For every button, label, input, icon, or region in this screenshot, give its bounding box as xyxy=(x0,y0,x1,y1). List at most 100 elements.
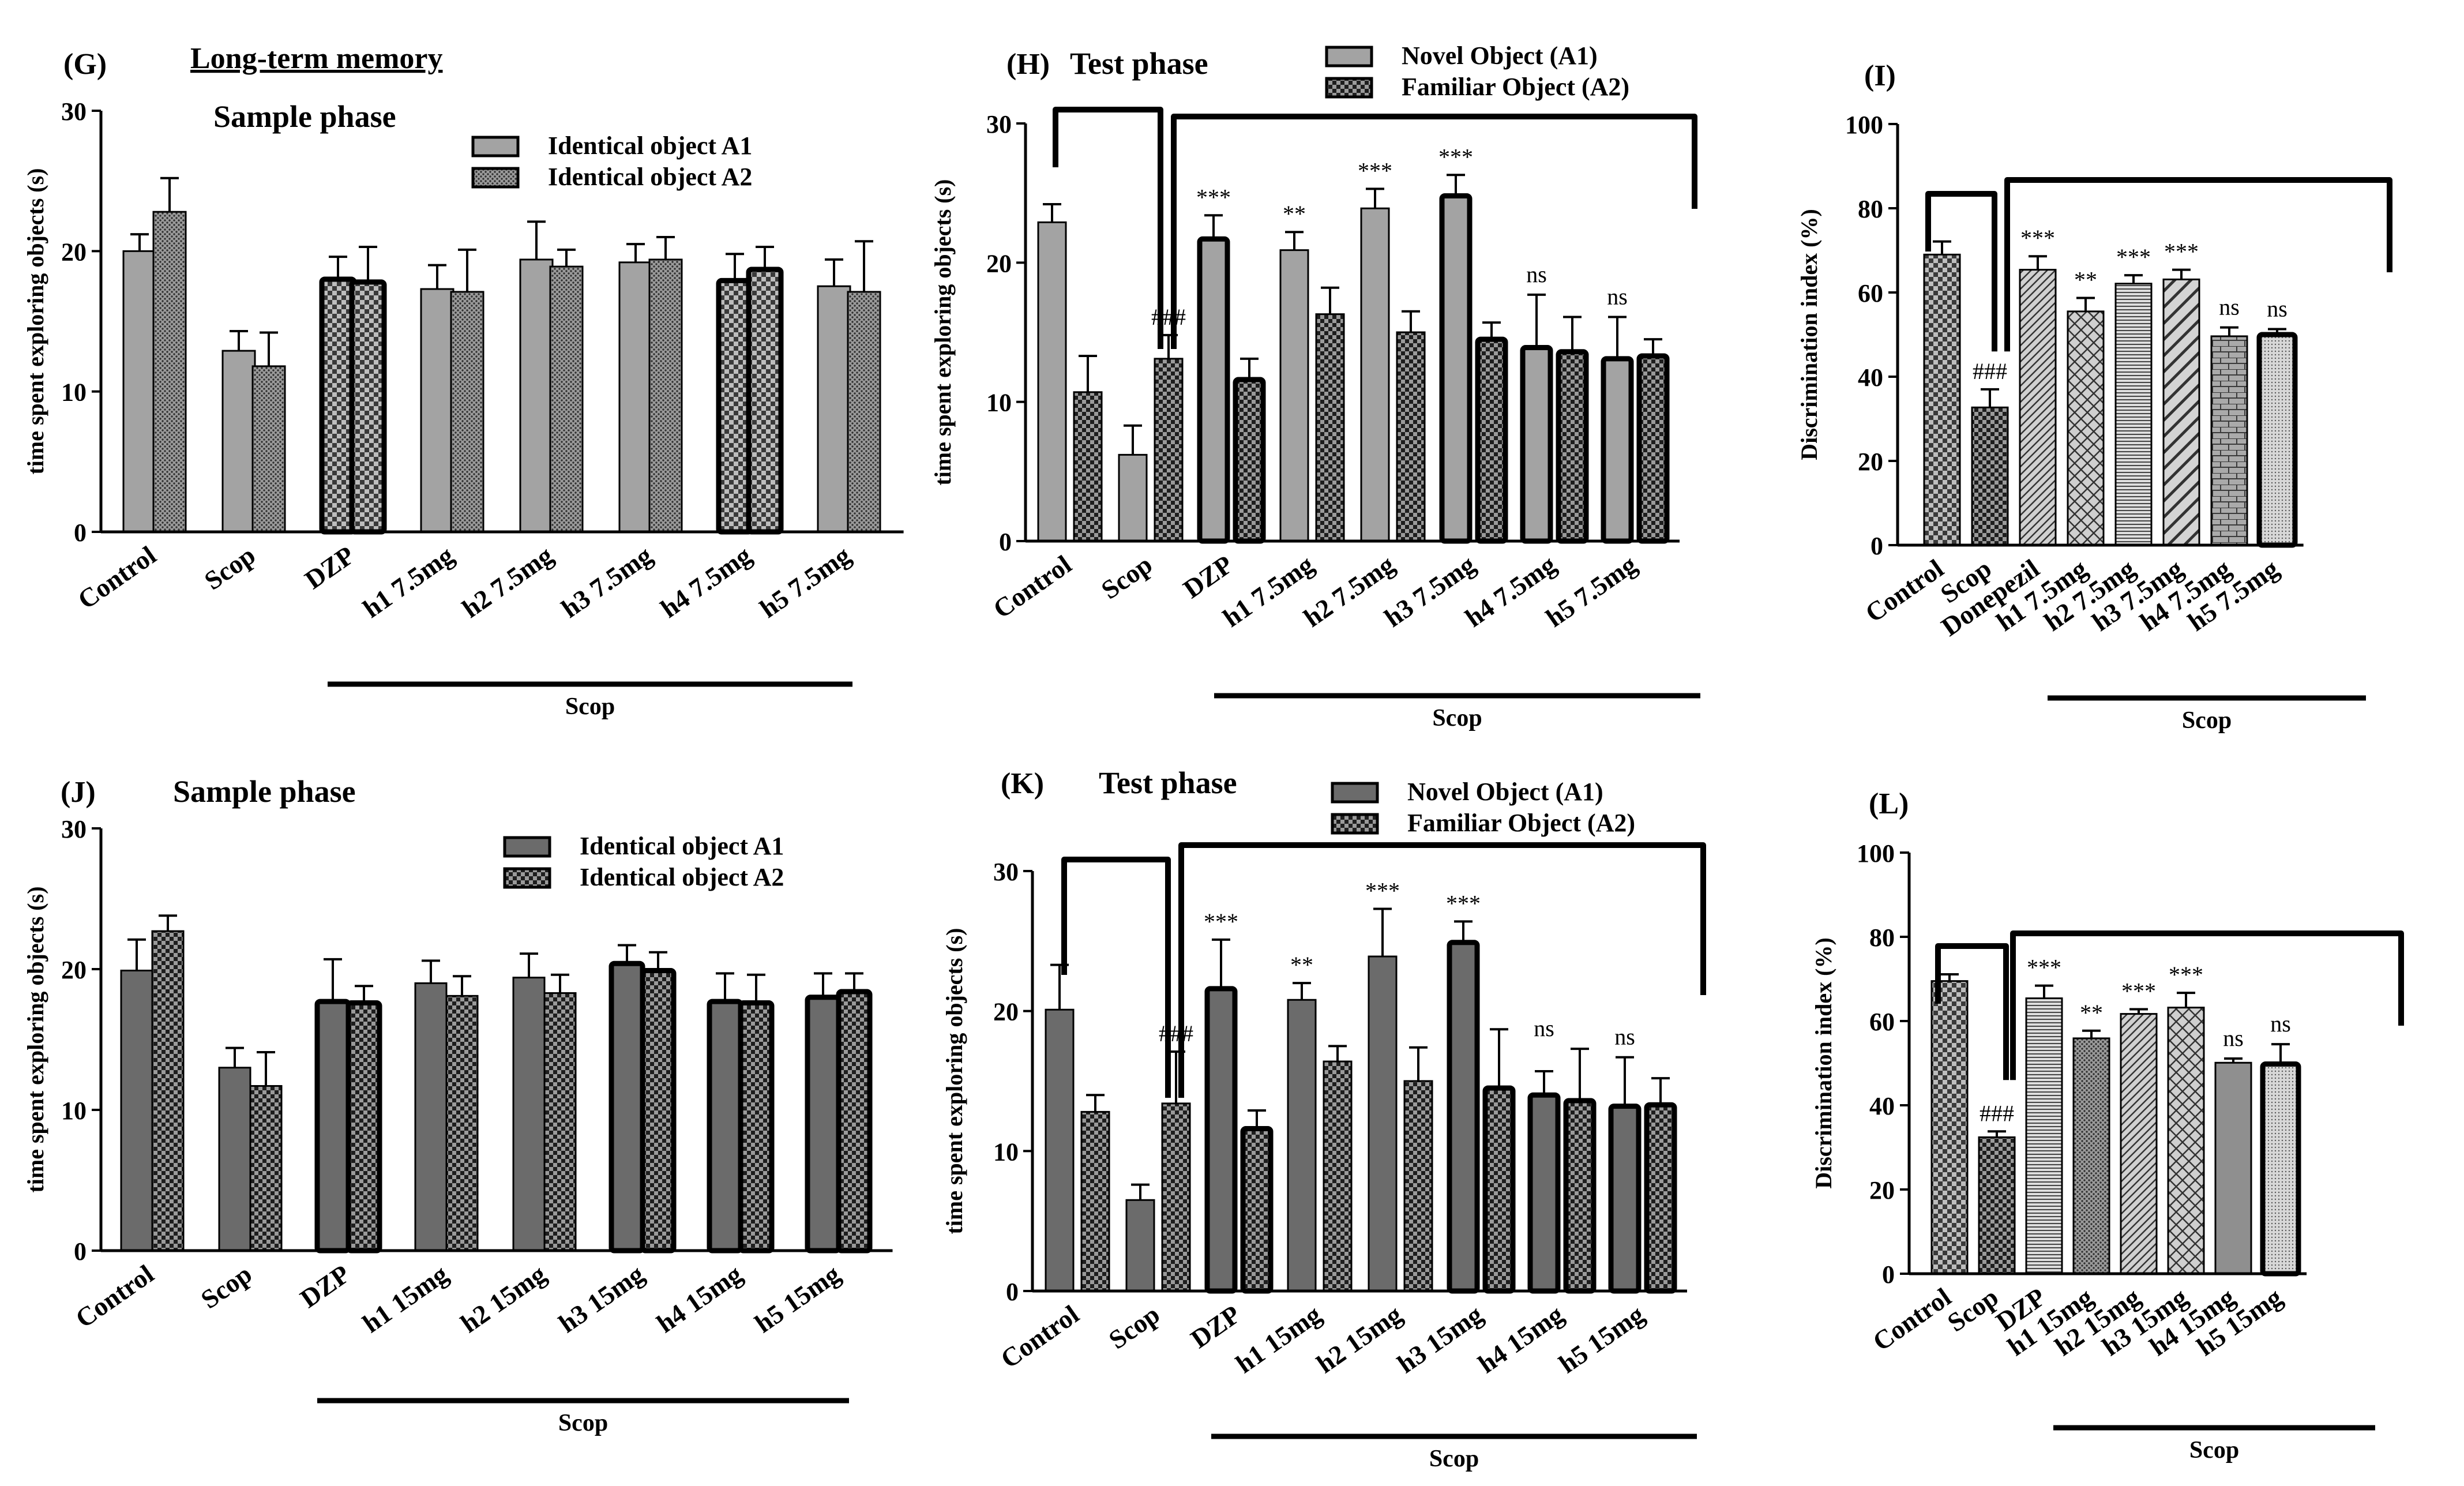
bar-h4-15mg-s2 xyxy=(738,1000,775,1254)
y-tick-label: 10 xyxy=(61,378,87,407)
bar-h3-15mg-s1 xyxy=(1447,940,1480,1294)
bar-h3-7-5mg-s2 xyxy=(1475,336,1508,544)
panel-label: (K) xyxy=(1001,767,1044,800)
bar-h3-15mg-s1 xyxy=(2167,1007,2205,1275)
significance-label: ** xyxy=(2080,1000,2103,1026)
legend-swatch xyxy=(1325,46,1373,67)
legend-label: Identical object A1 xyxy=(580,832,784,860)
x-tick-label: Scop xyxy=(1103,1299,1165,1354)
bar-h2-15mg-s2 xyxy=(543,992,577,1252)
x-tick-label: h3 7.5mg xyxy=(1379,549,1481,632)
bar-scop-s1 xyxy=(1118,453,1148,542)
group-label: Scop xyxy=(558,1410,608,1436)
panel-label: (G) xyxy=(63,48,107,81)
legend-swatch xyxy=(471,136,520,157)
x-tick-label: Control xyxy=(70,1259,159,1333)
bar-h5-15mg-s1 xyxy=(1608,1104,1642,1294)
legend-label: Identical object A2 xyxy=(548,163,752,191)
group-label: Scop xyxy=(1432,705,1482,731)
bar-scop-s2 xyxy=(1154,358,1184,542)
x-tick-label: Scop xyxy=(196,1259,257,1314)
legend-label: Familiar Object (A2) xyxy=(1407,809,1635,837)
significance-label: *** xyxy=(2116,244,2151,270)
y-tick-label: 20 xyxy=(61,956,87,984)
legend-swatch xyxy=(471,167,520,189)
bar-dzp-s2 xyxy=(349,279,387,535)
bar-h3-7-5mg-s2 xyxy=(648,258,683,533)
y-tick-label: 20 xyxy=(993,998,1019,1026)
bar-h3-15mg-s2 xyxy=(1482,1085,1516,1294)
bar-dzp-s1 xyxy=(2025,997,2063,1275)
significance-label: ** xyxy=(2074,267,2097,292)
chart-panel-g: (G) Long-term memory Sample phase 0 10 20 30 ti… xyxy=(22,42,904,720)
group-label: Scop xyxy=(1429,1446,1479,1472)
bar-h1-7-5mg-s1 xyxy=(420,288,455,533)
x-tick-label: Scop xyxy=(1096,549,1158,605)
bar-h1-7-5mg-s2 xyxy=(450,291,484,533)
significance-label: ### xyxy=(1159,1020,1193,1046)
bar-dzp-s2 xyxy=(1233,377,1266,544)
bar-h1-15mg-s2 xyxy=(445,995,479,1252)
panel-label: (J) xyxy=(61,776,96,809)
significance-label: ns xyxy=(2270,1011,2291,1037)
x-tick-label: h2 15mg xyxy=(455,1259,551,1338)
bar-h2-15mg-s1 xyxy=(1368,955,1398,1292)
y-axis-label: Discrimination index (%) xyxy=(1796,209,1822,460)
bar-scop-s2 xyxy=(251,365,286,533)
legend-swatch xyxy=(1331,813,1379,835)
significance-label: ns xyxy=(1614,1024,1635,1050)
bar-scop-s1 xyxy=(1125,1199,1155,1292)
bar-h2-15mg-s2 xyxy=(1403,1080,1433,1292)
bar-h4-15mg-s1 xyxy=(2214,1061,2252,1275)
x-tick-label: h5 7.5mg xyxy=(754,540,856,623)
significance-label: *** xyxy=(2169,962,2203,988)
x-tick-label: Control xyxy=(1860,553,1949,628)
bar-control-s1 xyxy=(1923,253,1961,546)
significance-label: ### xyxy=(1973,358,2007,384)
x-tick-label: h3 15mg xyxy=(1392,1299,1488,1379)
legend-swatch xyxy=(1331,782,1379,804)
bar-dzp-s1 xyxy=(314,999,351,1254)
y-tick-label: 30 xyxy=(986,110,1012,138)
bar-control-s1 xyxy=(1045,1008,1075,1292)
y-tick-label: 20 xyxy=(1858,448,1883,476)
significance-label: *** xyxy=(1358,157,1392,183)
chart-panel-k: (K) Test phase 0 10 20 30 time spent exploring… xyxy=(941,765,1706,1472)
legend-label: Identical object A1 xyxy=(548,132,752,160)
x-tick-label: h4 7.5mg xyxy=(1460,549,1561,632)
bar-h1-15mg-s1 xyxy=(414,982,448,1252)
bar-control-s1 xyxy=(122,250,157,533)
bar-dzp-s2 xyxy=(1240,1126,1274,1294)
significance-label: ns xyxy=(1526,261,1547,287)
legend-label: Novel Object (A1) xyxy=(1402,42,1598,70)
x-tick-label: Control xyxy=(988,549,1077,624)
bar-h3-15mg-s1 xyxy=(609,960,645,1254)
y-tick-label: 60 xyxy=(1858,279,1883,307)
bar-h2-15mg-s1 xyxy=(2120,1013,2158,1275)
significance-label: *** xyxy=(1438,144,1473,170)
legend-label: Familiar Object (A2) xyxy=(1402,73,1629,101)
bar-h4-15mg-s2 xyxy=(1563,1098,1597,1294)
bar-h3-7-5mg-s1 xyxy=(1439,193,1473,544)
y-tick-label: 10 xyxy=(993,1138,1019,1166)
bar-h5-7-5mg-s2 xyxy=(847,291,881,533)
y-tick-label: 0 xyxy=(74,1237,87,1266)
bar-h2-7-5mg-s2 xyxy=(549,265,584,533)
bar-h2-15mg-s1 xyxy=(512,977,546,1252)
panel-label: (I) xyxy=(1864,59,1896,92)
chart-title: Sample phase xyxy=(213,99,396,134)
y-tick-label: 0 xyxy=(1870,532,1883,560)
y-tick-label: 20 xyxy=(986,249,1012,277)
bar-scop-s1 xyxy=(221,350,256,533)
bar-control-s1 xyxy=(120,969,153,1252)
bar-h1-15mg-s1 xyxy=(2072,1037,2110,1275)
significance-label: *** xyxy=(2121,978,2156,1004)
x-tick-label: h2 7.5mg xyxy=(1298,549,1400,632)
bar-h2-7-5mg-s1 xyxy=(519,258,554,533)
chart-panel-j: (J) Sample phase 0 10 20 30 time spent explori… xyxy=(22,774,893,1436)
bar-h4-15mg-s1 xyxy=(707,999,743,1254)
chart-panel-i: (I) 0 20 40 60 80 100 Discrimination index (%) C… xyxy=(1796,59,2392,734)
y-tick-label: 0 xyxy=(1882,1260,1895,1289)
comparison-bracket xyxy=(1935,943,2009,1080)
